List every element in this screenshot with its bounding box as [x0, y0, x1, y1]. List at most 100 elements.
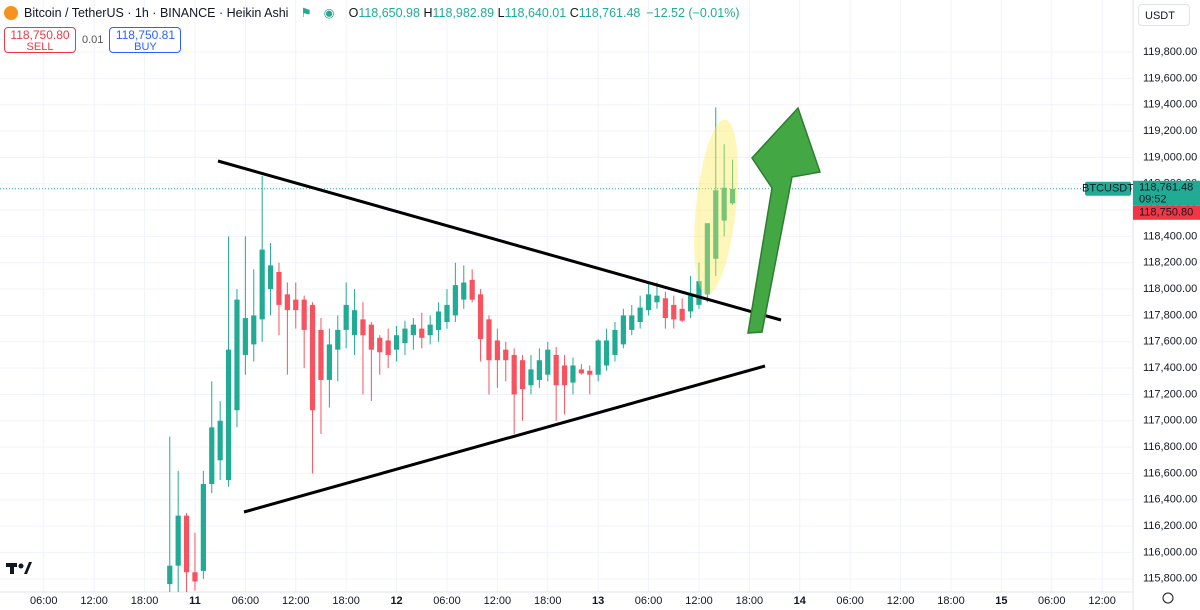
- x-tick-label: 06:00: [30, 595, 58, 607]
- candle-body: [469, 279, 475, 300]
- candle-body: [553, 354, 559, 386]
- candle-body: [687, 295, 694, 312]
- x-tick-label: 06:00: [1038, 595, 1066, 607]
- symbol-icon: [4, 5, 18, 20]
- candle-body: [183, 515, 190, 573]
- last-price-box: [1133, 180, 1200, 206]
- ohlc-key: H: [423, 5, 433, 20]
- x-tick-label: 12:00: [484, 595, 512, 607]
- header: Bitcoin / TetherUS · 1h · BINANCE · Heik…: [4, 5, 739, 20]
- ohlc-value: 118,640.01: [504, 5, 567, 20]
- candle-body: [377, 337, 383, 353]
- candle-body: [679, 308, 685, 321]
- x-tick-label: 11: [189, 595, 201, 607]
- last-price-label: 118,761.48: [1139, 182, 1193, 194]
- candle-body: [335, 329, 341, 350]
- candle-body: [503, 349, 509, 361]
- x-tick-label: 06:00: [433, 595, 461, 607]
- candle-body: [276, 271, 282, 305]
- candle-body: [587, 370, 593, 375]
- change: −12.52 (−0.01%): [646, 5, 740, 20]
- candle-body: [200, 484, 206, 571]
- y-tick-label: 116,200.00: [1143, 520, 1197, 532]
- x-tick-label: 06:00: [836, 595, 864, 607]
- candle-body: [629, 315, 635, 330]
- y-tick-label: 117,200.00: [1143, 388, 1197, 400]
- symbol-label-box: [1085, 181, 1131, 196]
- candle-body: [309, 304, 316, 411]
- candle-body: [410, 324, 416, 336]
- symbol-title[interactable]: Bitcoin / TetherUS · 1h · BINANCE · Heik…: [24, 5, 289, 20]
- x-tick-label: 12:00: [685, 595, 713, 607]
- candle-body: [360, 319, 366, 336]
- candle-body: [175, 515, 181, 566]
- ohlc-value: 118,761.48: [578, 5, 641, 20]
- y-tick-label: 117,600.00: [1143, 336, 1197, 348]
- currency-select[interactable]: USDT: [1138, 4, 1190, 26]
- spread: 0.01: [82, 34, 104, 46]
- candle-body: [645, 294, 652, 311]
- y-tick-label: 117,800.00: [1143, 309, 1197, 321]
- x-tick-label: 18:00: [937, 595, 965, 607]
- x-tick-label: 12:00: [1088, 595, 1116, 607]
- x-tick-label: 18:00: [736, 595, 764, 607]
- buy-button[interactable]: 118,750.81 BUY: [109, 27, 182, 53]
- y-tick-label: 119,200.00: [1143, 125, 1197, 137]
- candle-body: [620, 315, 626, 345]
- y-tick-label: 119,000.00: [1143, 151, 1197, 163]
- candle-body: [721, 187, 727, 221]
- candle-body: [343, 304, 349, 330]
- x-tick-label: 13: [592, 595, 604, 607]
- candle-body: [167, 565, 173, 585]
- candle-body: [444, 304, 450, 323]
- candle-body: [704, 223, 710, 295]
- ohlc-key: L: [497, 5, 505, 20]
- y-tick-label: 117,000.00: [1143, 415, 1197, 427]
- candle-body: [528, 369, 534, 386]
- y-tick-label: 118,200.00: [1143, 257, 1197, 269]
- countdown-label: 09:52: [1139, 194, 1167, 206]
- candle-body: [402, 328, 408, 344]
- buy-price: 118,750.81: [115, 28, 175, 42]
- sell-label: SELL: [26, 41, 54, 53]
- candle-body: [301, 299, 307, 330]
- x-tick-label: 12:00: [887, 595, 915, 607]
- y-tick-label: 117,400.00: [1143, 362, 1197, 374]
- y-tick-label: 116,400.00: [1143, 494, 1197, 506]
- buy-label: BUY: [134, 41, 157, 53]
- candle-body: [326, 344, 332, 380]
- candle-body: [419, 328, 425, 338]
- candle-body: [242, 318, 248, 355]
- candle-body: [461, 282, 467, 300]
- candle-body: [284, 294, 290, 311]
- candle-body: [318, 329, 324, 380]
- candle-body: [637, 307, 643, 323]
- candle-body: [671, 304, 677, 320]
- x-tick-label: 12:00: [282, 595, 310, 607]
- candle-body: [595, 340, 601, 375]
- candle-body: [427, 324, 433, 336]
- candle-body: [486, 319, 492, 361]
- candle-body: [696, 281, 702, 305]
- sell-price: 118,750.80: [10, 28, 70, 42]
- ohlc-key: O: [348, 5, 359, 20]
- sell-button[interactable]: 118,750.80 SELL: [4, 27, 76, 53]
- candle-body: [393, 335, 400, 350]
- bid-price-label: 118,750.80: [1139, 207, 1193, 219]
- trade-panel: 118,750.80 SELL 0.01 118,750.81 BUY: [4, 27, 182, 53]
- x-tick-label: 15: [995, 595, 1007, 607]
- symbol-label: BTCUSDT: [1082, 183, 1134, 195]
- y-tick-label: 118,400.00: [1143, 230, 1197, 242]
- y-tick-label: 115,800.00: [1143, 573, 1197, 585]
- settings-icon[interactable]: [1162, 592, 1174, 604]
- y-tick-label: 119,600.00: [1143, 72, 1197, 84]
- candle-body: [217, 420, 223, 461]
- candle-body: [570, 365, 576, 383]
- ohlc-key: C: [569, 5, 579, 20]
- candle-body: [259, 249, 265, 320]
- candle-body: [519, 360, 526, 390]
- candle-body: [234, 299, 240, 411]
- candle-body: [494, 340, 500, 361]
- flag[interactable]: ⚑: [300, 6, 312, 20]
- candle-body: [561, 365, 568, 386]
